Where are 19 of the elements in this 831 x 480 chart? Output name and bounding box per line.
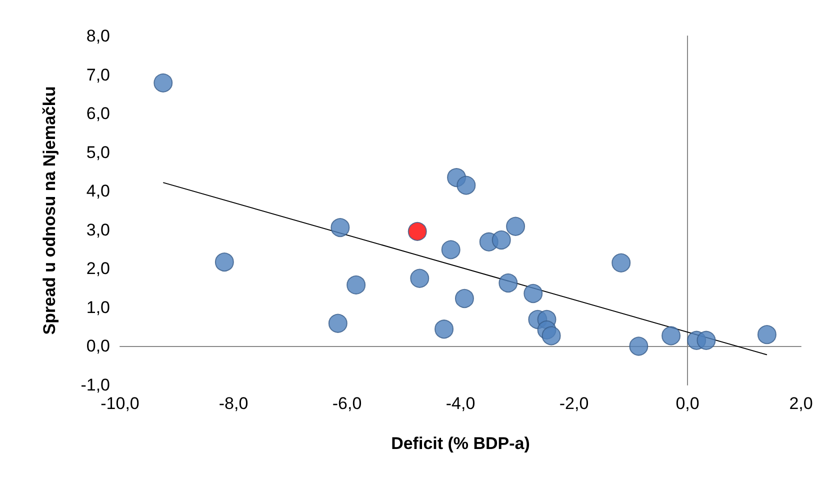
x-tick-label: 2,0 [789, 394, 813, 413]
y-tick-label: 5,0 [86, 142, 110, 162]
y-tick-label: 2,0 [86, 259, 110, 278]
x-tick-label: -6,0 [332, 394, 362, 413]
x-tick-label: -8,0 [218, 394, 248, 413]
y-tick-label: -1,0 [80, 376, 110, 394]
y-tick-label: 1,0 [86, 298, 110, 317]
y-tick-label: 3,0 [86, 220, 110, 240]
x-axis-title: Deficit (% BDP-a) [391, 434, 530, 453]
x-tick-label: -4,0 [446, 394, 476, 413]
y-tick-label: 4,0 [86, 182, 110, 201]
y-axis-title: Spread u odnosu na Njemačku [40, 86, 59, 335]
y-tick-label: 6,0 [86, 104, 110, 124]
y-tick-label: 8,0 [86, 26, 110, 46]
x-tick-label: 0,0 [676, 394, 700, 413]
x-tick-label: -2,0 [559, 394, 589, 413]
y-tick-label: 0,0 [86, 336, 110, 356]
y-tick-label: 7,0 [86, 65, 110, 84]
x-tick-label: -10,0 [100, 394, 140, 413]
